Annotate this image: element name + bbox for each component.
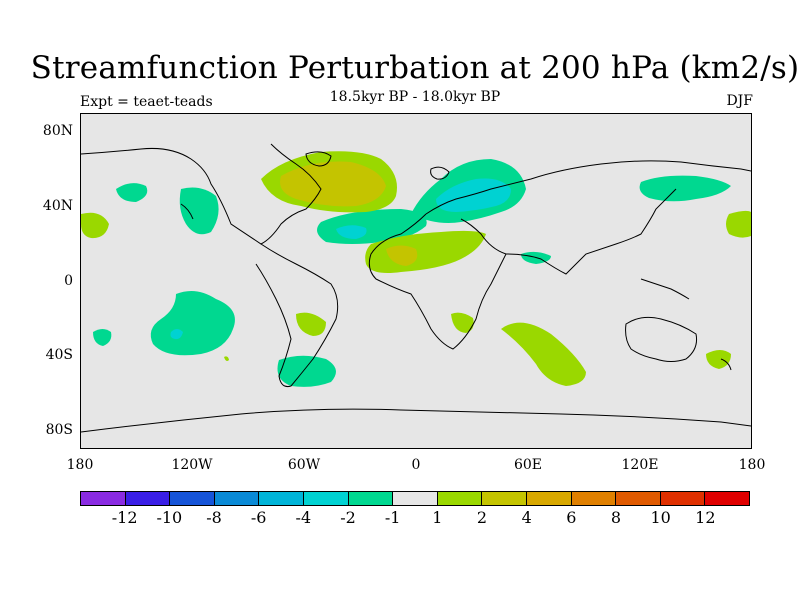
- colorbar-label: -1: [384, 508, 401, 527]
- colorbar-label: -12: [111, 508, 138, 527]
- colorbar-box: [214, 492, 260, 505]
- map-panel: [80, 113, 752, 449]
- negative-anomaly-light: [93, 159, 731, 387]
- plot-subtitle: 18.5kyr BP - 18.0kyr BP: [329, 89, 501, 105]
- colorbar-box: [482, 492, 527, 505]
- colorbar-box: [437, 492, 483, 505]
- map-svg: [81, 143, 751, 433]
- colorbar-box: [348, 492, 394, 505]
- colorbar-box: [393, 492, 438, 505]
- negative-anomaly-medium: [170, 178, 511, 340]
- x-tick-label: 180: [66, 457, 94, 473]
- colorbar-label: 2: [476, 508, 488, 527]
- colorbar-label: 10: [650, 508, 671, 527]
- colorbar-box: [660, 492, 706, 505]
- x-tick-label: 120W: [171, 457, 213, 473]
- y-tick-label: 80N: [42, 123, 73, 139]
- experiment-label: Expt = teaet-teads: [80, 94, 213, 110]
- x-tick-label: 60W: [287, 457, 321, 473]
- colorbar-box: [526, 492, 572, 505]
- colorbar-box: [81, 492, 126, 505]
- y-tick-label: 40N: [42, 198, 73, 214]
- colorbar-label: -8: [206, 508, 222, 527]
- colorbar-label: 6: [566, 508, 577, 527]
- colorbar: [80, 491, 750, 506]
- colorbar-label: -2: [340, 508, 356, 527]
- colorbar-label: -10: [156, 508, 183, 527]
- y-tick-label: 40S: [45, 347, 73, 363]
- x-tick-label: 0: [411, 457, 421, 473]
- colorbar-label: -6: [250, 508, 267, 527]
- colorbar-label: 1: [432, 508, 443, 527]
- x-tick-label: 120E: [621, 457, 659, 473]
- colorbar-box: [170, 492, 215, 505]
- colorbar-box: [303, 492, 349, 505]
- y-tick-label: 80S: [45, 422, 73, 438]
- y-tick-label: 0: [64, 273, 73, 289]
- colorbar-label: 4: [521, 508, 532, 527]
- colorbar-box: [125, 492, 171, 505]
- season-label: DJF: [726, 93, 753, 109]
- colorbar-label: -4: [295, 508, 312, 527]
- colorbar-label: 12: [695, 508, 716, 527]
- colorbar-box: [616, 492, 661, 505]
- colorbar-box: [571, 492, 617, 505]
- x-tick-label: 180: [738, 457, 766, 473]
- coastlines: [81, 143, 751, 433]
- colorbar-box: [705, 492, 749, 505]
- colorbar-box: [259, 492, 304, 505]
- colorbar-label: 8: [610, 508, 622, 527]
- x-tick-label: 60E: [513, 457, 543, 473]
- plot-title: Streamfunction Perturbation at 200 hPa (…: [30, 50, 800, 86]
